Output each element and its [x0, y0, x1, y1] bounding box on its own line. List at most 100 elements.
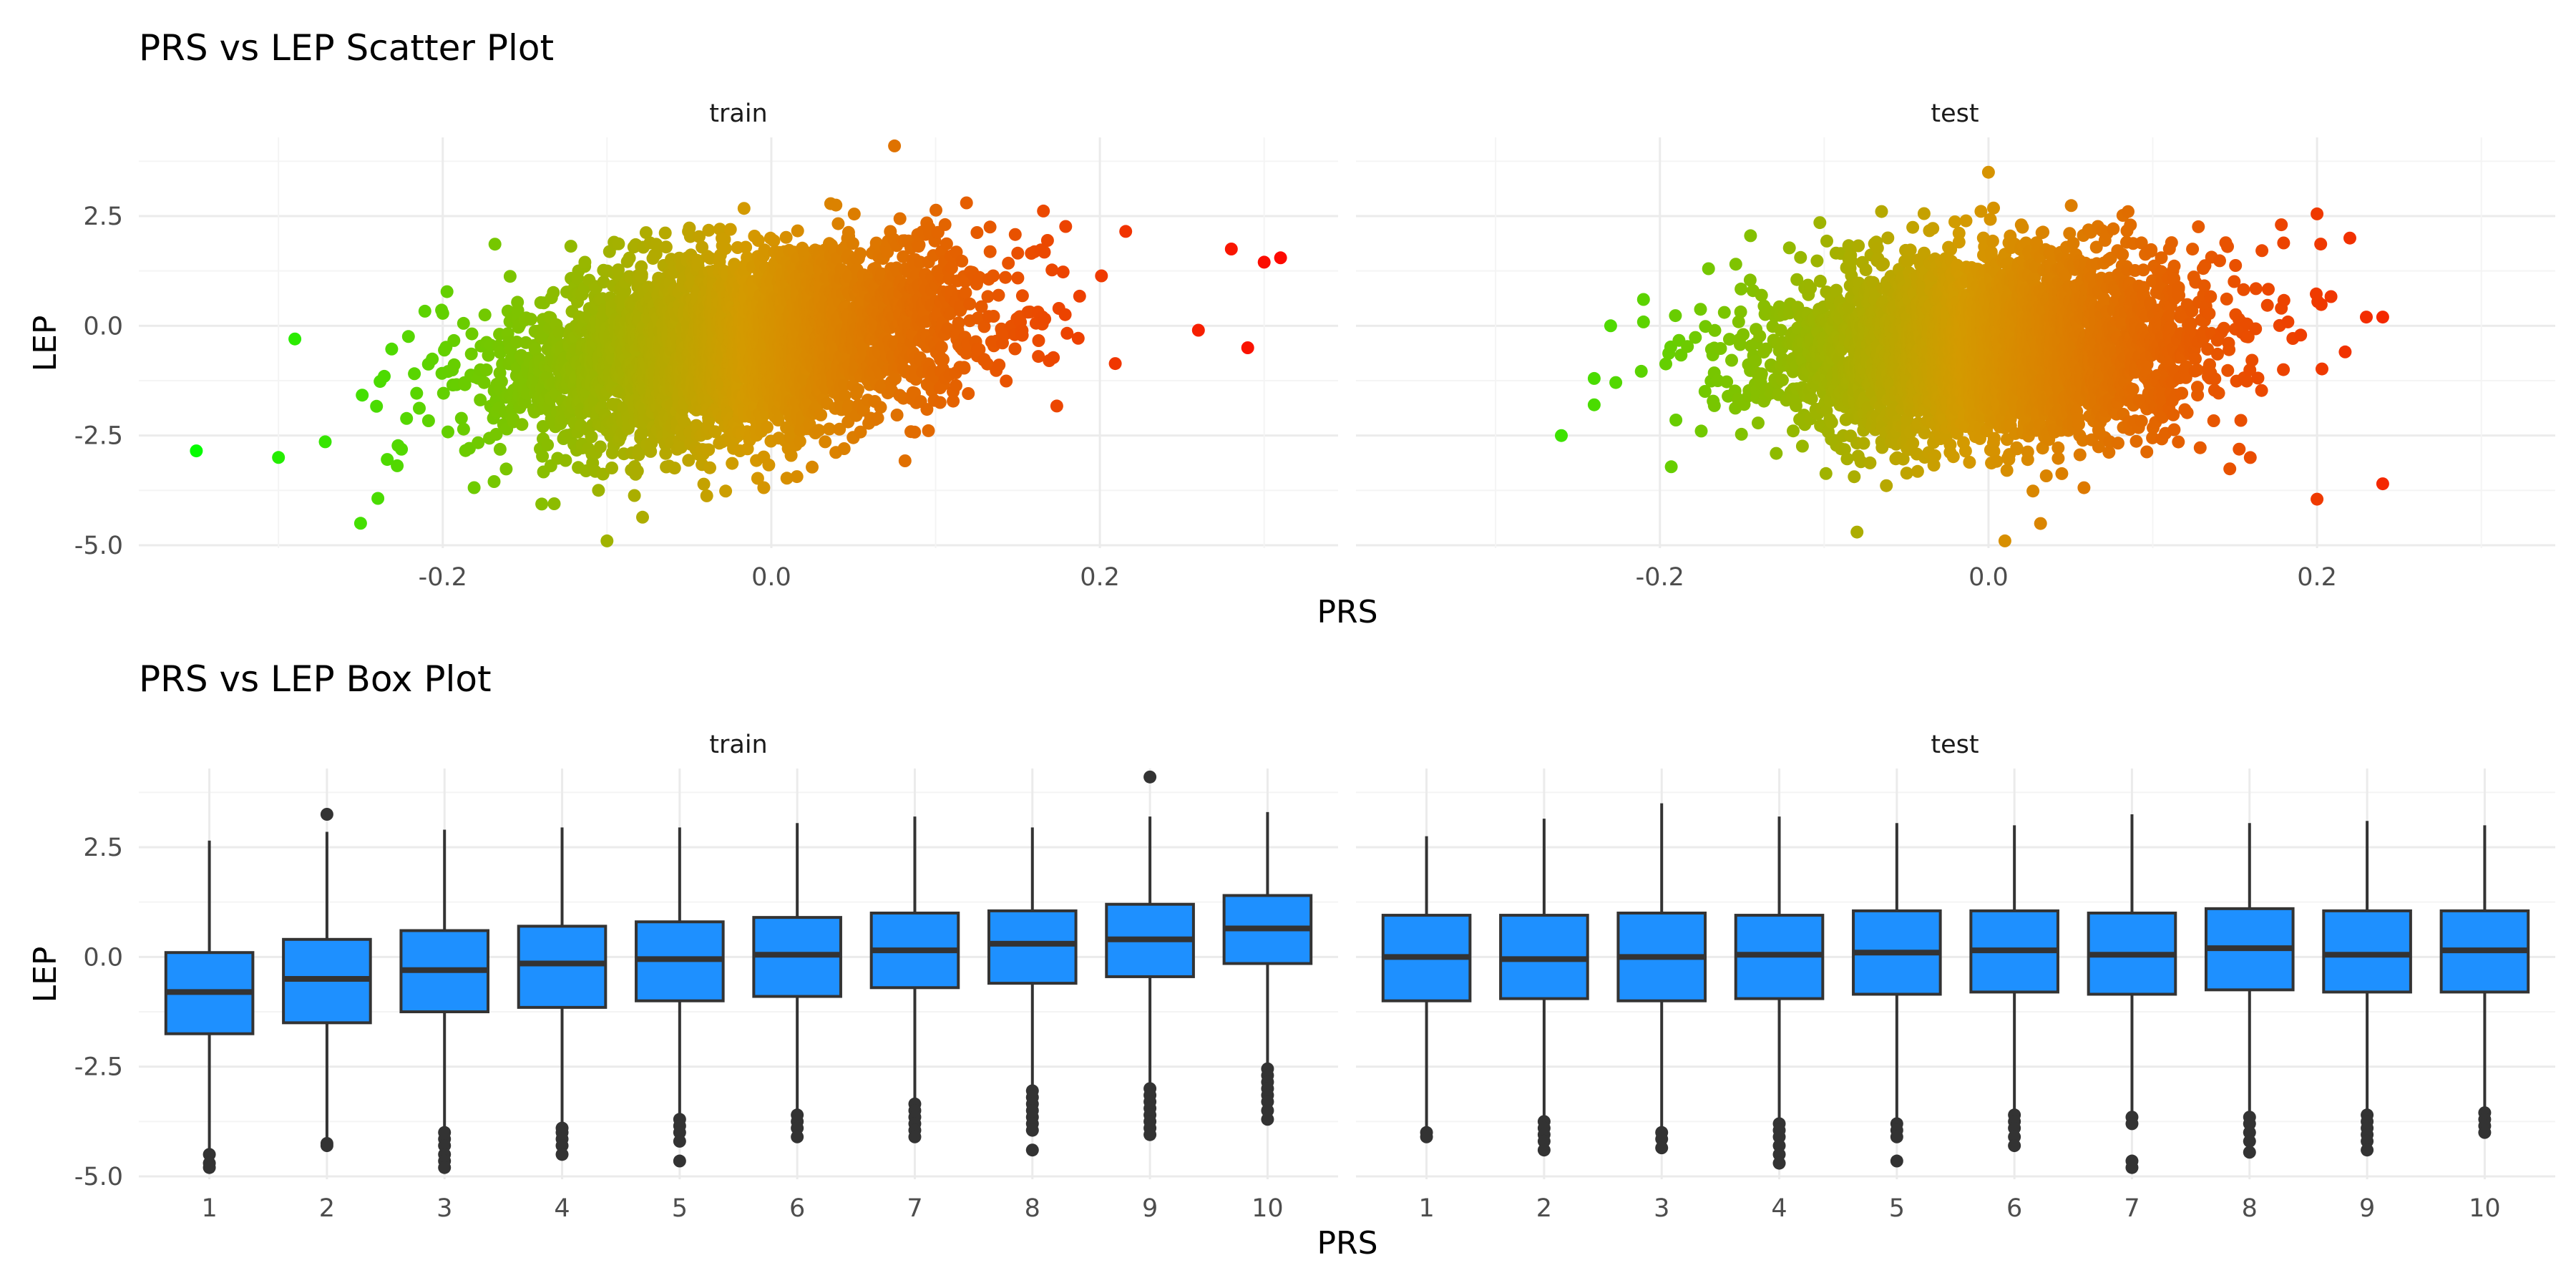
- scatter-point: [703, 461, 716, 474]
- scatter-point: [578, 255, 592, 269]
- scatter-point: [933, 396, 947, 409]
- scatter-point: [623, 251, 636, 265]
- scatter-point: [1863, 456, 1877, 469]
- scatter-y-tick-label: 0.0: [83, 312, 123, 341]
- scatter-point: [1040, 234, 1054, 247]
- scatter-point: [1782, 241, 1796, 255]
- scatter-point: [1008, 342, 1022, 356]
- scatter-point: [960, 196, 973, 210]
- scatter-point: [385, 342, 399, 356]
- scatter-point: [547, 286, 560, 299]
- scatter-point: [593, 440, 607, 454]
- scatter-point: [585, 430, 598, 444]
- scatter-point: [831, 217, 845, 230]
- scatter-point: [635, 268, 648, 281]
- scatter-point: [441, 425, 454, 439]
- scatter-point: [935, 341, 948, 354]
- scatter-point: [1707, 399, 1721, 412]
- scatter-plot-title: PRS vs LEP Scatter Plot: [139, 27, 554, 69]
- scatter-point: [479, 363, 493, 376]
- scatter-point: [1587, 371, 1601, 385]
- scatter-point: [1050, 399, 1063, 413]
- scatter-point: [1257, 255, 1271, 269]
- scatter-point: [447, 358, 461, 371]
- scatter-y-axis-label: LEP: [27, 316, 64, 372]
- scatter-point: [983, 220, 997, 234]
- scatter-point: [499, 462, 513, 476]
- scatter-point: [1900, 467, 1913, 480]
- scatter-point: [535, 497, 549, 511]
- scatter-point: [952, 316, 965, 330]
- scatter-point: [1071, 331, 1085, 345]
- scatter-point: [1555, 429, 1568, 442]
- scatter-point: [791, 224, 804, 238]
- scatter-point: [762, 458, 776, 472]
- scatter-point: [1045, 263, 1059, 277]
- scatter-panel-train: -5.0-2.50.02.5-0.2 0.0 0.2: [74, 137, 1338, 592]
- scatter-point: [1038, 312, 1052, 326]
- scatter-point: [440, 285, 454, 298]
- scatter-point: [1903, 243, 1917, 257]
- scatter-point: [819, 435, 832, 449]
- scatter-point: [639, 226, 653, 240]
- scatter-point: [536, 449, 550, 463]
- scatter-point: [992, 358, 1006, 372]
- scatter-point: [1770, 447, 1783, 460]
- scatter-point: [391, 459, 404, 472]
- scatter-point: [1755, 288, 1768, 302]
- scatter-point: [649, 248, 663, 260]
- scatter-point: [1714, 342, 1727, 355]
- scatter-point: [552, 326, 566, 338]
- scatter-point: [888, 139, 902, 152]
- scatter-point: [659, 240, 673, 254]
- scatter-point: [938, 218, 952, 231]
- scatter-point: [1744, 229, 1757, 243]
- scatter-point: [1850, 525, 1864, 539]
- scatter-point: [1011, 271, 1025, 285]
- scatter-point: [541, 438, 555, 452]
- scatter-point: [1694, 424, 1708, 438]
- scatter-point: [757, 481, 771, 494]
- scatter-point: [547, 497, 561, 510]
- scatter-point: [413, 401, 426, 415]
- scatter-point: [436, 386, 450, 400]
- scatter-point: [318, 435, 332, 449]
- scatter-point: [1775, 374, 1789, 387]
- scatter-point: [814, 408, 828, 421]
- scatter-point: [536, 420, 550, 433]
- scatter-point: [829, 198, 843, 212]
- scatter-point: [1911, 464, 1924, 478]
- scatter-point: [600, 534, 614, 547]
- scatter-point: [992, 288, 1005, 302]
- scatter-point: [288, 332, 302, 346]
- scatter-point: [702, 443, 716, 457]
- scatter-point: [922, 424, 935, 437]
- scatter-point: [1274, 251, 1287, 265]
- scatter-point: [447, 333, 461, 347]
- scatter-x-tick-label: 0.2: [1080, 563, 1120, 592]
- scatter-point: [472, 436, 485, 449]
- scatter-point: [637, 425, 650, 439]
- scatter-point: [937, 353, 950, 366]
- scatter-point: [477, 376, 491, 389]
- scatter-point: [847, 208, 861, 221]
- scatter-point: [378, 369, 391, 383]
- scatter-point: [658, 226, 672, 240]
- scatter-point: [719, 484, 733, 498]
- scatter-point: [1609, 376, 1623, 389]
- scatter-point: [418, 304, 431, 318]
- scatter-point: [983, 245, 997, 258]
- scatter-panel-test: -0.2 0.0 0.2: [1356, 137, 2555, 592]
- scatter-point: [1859, 263, 1873, 277]
- scatter-point: [893, 212, 907, 225]
- scatter-point: [668, 462, 681, 475]
- scatter-point: [871, 411, 884, 425]
- scatter-point: [1906, 220, 1920, 234]
- scatter-x-tick-label: -0.2: [1636, 563, 1684, 592]
- scatter-point: [426, 352, 439, 366]
- scatter-point: [1056, 265, 1070, 279]
- scatter-point: [395, 442, 409, 456]
- scatter-point: [1845, 254, 1858, 268]
- scatter-point: [454, 411, 468, 425]
- scatter-point: [837, 442, 851, 455]
